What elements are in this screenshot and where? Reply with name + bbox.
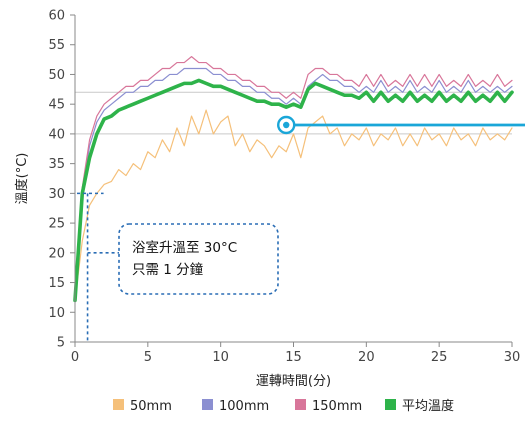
series-layer: [73, 56, 514, 303]
series-line-1: [74, 67, 513, 290]
legend-swatch-1: [202, 399, 213, 410]
x-tick-label-5: 5: [144, 350, 152, 365]
legend-label-0: 50mm: [130, 399, 172, 414]
y-tick-label-45: 45: [48, 98, 65, 113]
y-tick-label-20: 20: [48, 246, 65, 261]
y-tick-label-60: 60: [48, 9, 65, 24]
x-tick-label-10: 10: [212, 350, 229, 365]
annotation-layer: 浴室升溫至 30°C 只需 1 分鐘: [77, 115, 525, 342]
legend-swatch-2: [295, 399, 306, 410]
x-tick-label-30: 30: [504, 350, 521, 365]
y-tick-label-30: 30: [48, 187, 65, 202]
legend-swatch-3: [385, 399, 396, 410]
marker-dot: [283, 121, 290, 129]
y-tick-label-15: 15: [48, 276, 65, 291]
legend-item-3: 平均溫度: [385, 398, 454, 414]
legend-label-1: 100mm: [219, 399, 269, 414]
x-tick-label-20: 20: [358, 350, 375, 365]
legend-item-1: 100mm: [202, 399, 269, 414]
callout-text-line-0: 浴室升溫至 30°C: [132, 239, 237, 256]
callout-text-line-1: 只需 1 分鐘: [132, 261, 204, 278]
x-tick-label-25: 25: [431, 350, 448, 365]
x-axis-title: 運轉時間(分): [256, 374, 331, 389]
legend-label-3: 平均溫度: [402, 398, 454, 414]
series-line-0: [74, 109, 513, 301]
legend-item-0: 50mm: [113, 399, 172, 414]
series-line-2: [74, 56, 513, 290]
legend: 50mm 100mm 150mm 平均溫度: [113, 398, 454, 414]
y-tick-label-5: 5: [57, 336, 65, 351]
legend-item-2: 150mm: [295, 399, 362, 414]
x-tick-label-15: 15: [285, 350, 302, 365]
y-axis-title: 溫度(°C): [14, 153, 30, 205]
y-tick-label-35: 35: [48, 157, 65, 172]
x-tick-label-0: 0: [71, 350, 79, 365]
y-tick-label-40: 40: [48, 127, 65, 142]
y-tick-label-50: 50: [48, 68, 65, 83]
legend-swatch-0: [113, 399, 124, 410]
callout-box: [118, 223, 279, 295]
y-tick-label-25: 25: [48, 217, 65, 232]
legend-label-2: 150mm: [312, 399, 362, 414]
y-tick-label-55: 55: [48, 38, 65, 53]
y-tick-label-10: 10: [48, 306, 65, 321]
series-line-3: [73, 78, 514, 303]
